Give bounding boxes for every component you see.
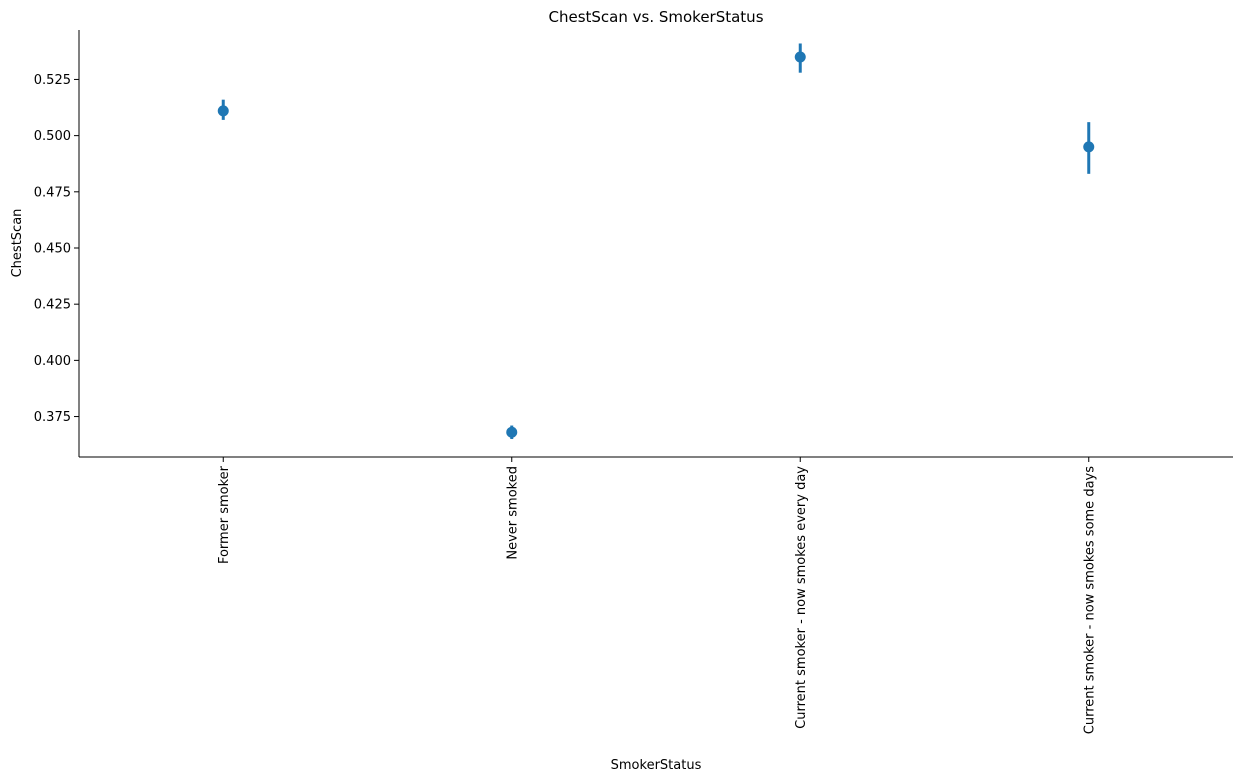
plot-area [217,43,1095,440]
y-tick-label: 0.425 [34,298,71,313]
y-axis-label: ChestScan [10,209,25,278]
y-tick-label: 0.400 [34,354,71,369]
y-tick-label: 0.450 [34,241,71,256]
y-tick-label: 0.500 [34,129,71,144]
data-point [794,51,806,63]
data-point [506,426,518,438]
y-tick-label: 0.375 [34,410,71,425]
x-ticks: Former smoker Never smoked Current smoker … [217,457,1097,734]
data-point [217,105,229,117]
data-point [1083,141,1095,153]
x-tick-label: Current smoker - now smokes some days [1082,466,1097,734]
y-tick-label: 0.525 [34,73,71,88]
y-tick-label: 0.475 [34,185,71,200]
x-axis-label: SmokerStatus [611,758,702,773]
x-tick-label: Current smoker - now smokes every day [794,466,809,729]
x-tick-label: Never smoked [505,466,520,560]
y-ticks: 0.375 0.400 0.425 0.450 0.475 0.500 0.525 [34,73,79,425]
x-tick-label: Former smoker [217,465,232,564]
chart-title: ChestScan vs. SmokerStatus [548,8,763,26]
